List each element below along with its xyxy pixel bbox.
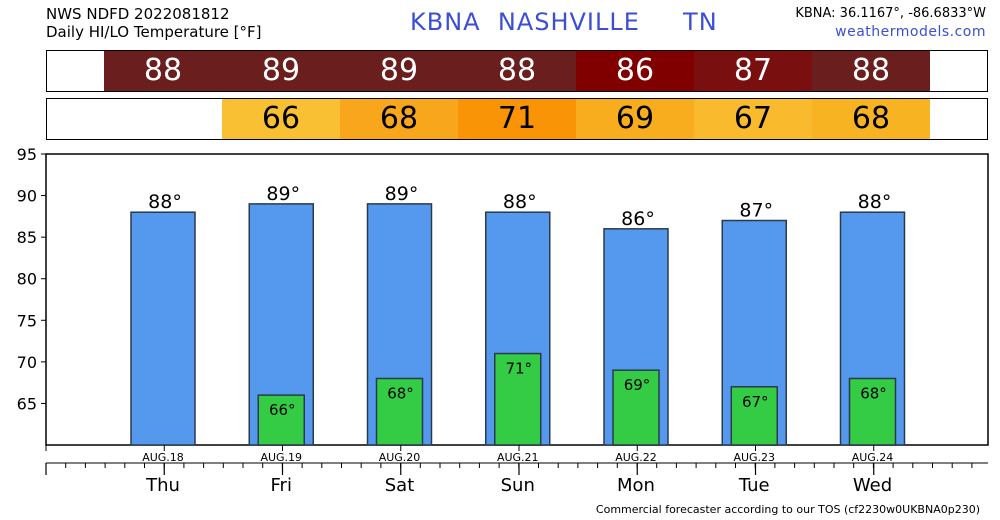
y-tick-label: 80 — [17, 270, 37, 289]
low-temp-cell-4: 71 — [458, 99, 576, 139]
low-bar — [848, 377, 897, 446]
high-temp-cell-6: 87 — [694, 51, 812, 91]
header-left: NWS NDFD 2022081812 Daily HI/LO Temperat… — [46, 5, 262, 41]
high-temp-cell-2: 89 — [222, 51, 340, 91]
high-temp-cell-5: 86 — [576, 51, 694, 91]
footer-note: Commercial forecaster according to our T… — [595, 503, 980, 516]
high-temp-cell-1: 88 — [104, 51, 222, 91]
low-temp-cell-2: 66 — [222, 99, 340, 139]
low-temp-strip: 66 68 71 69 67 68 — [46, 98, 988, 140]
high-bar-label: 86° — [621, 208, 655, 230]
low-bar-label: 71° — [505, 360, 532, 378]
low-bar-label: 67° — [742, 393, 769, 411]
station-coords: KBNA: 36.1167°, -86.6833°W — [795, 6, 986, 21]
high-bar-label: 87° — [739, 200, 773, 222]
y-tick-label: 70 — [17, 353, 37, 372]
low-bar — [375, 377, 424, 446]
y-tick-label: 90 — [17, 187, 37, 206]
date-label: AUG.18 — [142, 451, 184, 464]
low-temp-cell-6: 67 — [694, 99, 812, 139]
high-temp-cell-7: 88 — [812, 51, 930, 91]
model-run-label: NWS NDFD 2022081812 — [46, 5, 230, 23]
y-tick-label: 65 — [17, 394, 37, 413]
day-label: Wed — [853, 475, 892, 496]
low-bar-label: 69° — [624, 376, 651, 394]
day-label: Sun — [501, 475, 535, 496]
high-bar — [130, 211, 196, 446]
low-bar — [494, 352, 542, 446]
high-bar-label: 88° — [503, 191, 537, 213]
header-right: KBNA: 36.1167°, -86.6833°W weathermodels… — [795, 5, 986, 41]
station-title: KBNA NASHVILLE TN — [410, 8, 718, 36]
product-label: Daily HI/LO Temperature [°F] — [46, 23, 262, 41]
low-bar-label: 68° — [387, 384, 414, 402]
day-label: Fri — [271, 475, 292, 496]
low-bar-label: 68° — [860, 384, 887, 402]
low-temp-cell-3: 68 — [340, 99, 458, 139]
day-label: Mon — [617, 475, 655, 496]
date-label: AUG.21 — [497, 451, 539, 464]
date-label: AUG.22 — [615, 451, 657, 464]
date-label: AUG.24 — [852, 451, 894, 464]
high-temp-strip: 88 89 89 88 86 87 88 — [46, 50, 988, 92]
day-label: Thu — [145, 475, 180, 496]
high-bar-label: 89° — [266, 183, 300, 205]
high-temp-cell-4: 88 — [458, 51, 576, 91]
y-tick-label: 85 — [17, 228, 37, 247]
low-bar — [730, 386, 778, 446]
date-label: AUG.19 — [260, 451, 302, 464]
low-bar — [612, 369, 660, 446]
y-tick-label: 75 — [17, 311, 37, 330]
high-temp-cell-3: 89 — [340, 51, 458, 91]
day-label: Tue — [738, 475, 770, 496]
low-bar — [257, 394, 305, 446]
y-tick-label: 95 — [17, 145, 37, 164]
low-bar-label: 66° — [269, 401, 296, 419]
high-bar-label: 88° — [148, 191, 182, 213]
high-bar-label: 88° — [858, 191, 892, 213]
date-label: AUG.20 — [379, 451, 421, 464]
date-label: AUG.23 — [733, 451, 775, 464]
low-temp-cell-5: 69 — [576, 99, 694, 139]
day-label: Sat — [385, 475, 415, 496]
high-bar-label: 89° — [385, 183, 419, 205]
low-temp-cell-7: 68 — [812, 99, 930, 139]
site-link[interactable]: weathermodels.com — [835, 24, 986, 40]
